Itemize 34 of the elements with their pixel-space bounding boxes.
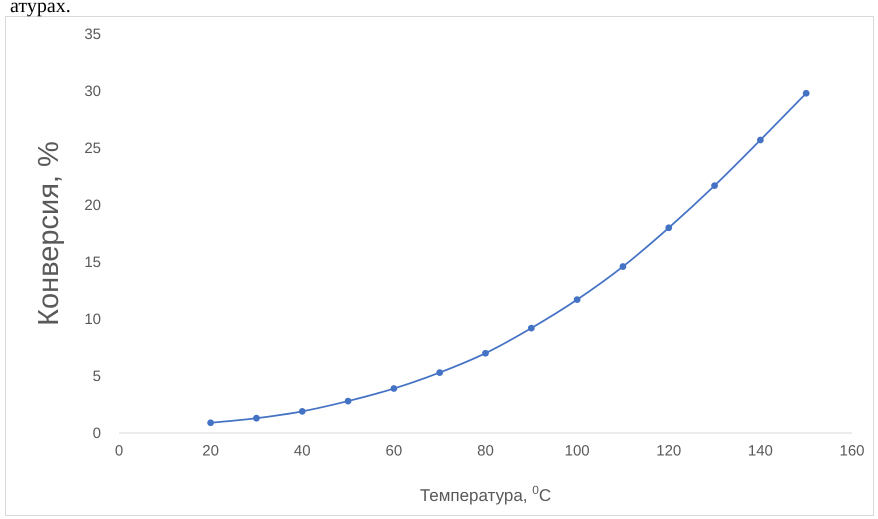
point [756,136,764,144]
y-tick-label: 20 [84,196,101,214]
x-axis-title: Температура, $^{0}$C [420,483,552,505]
point [436,369,444,376]
y-tick-label: 35 [84,26,101,43]
x-tick-label: 120 [656,442,682,460]
x-tick-label: 160 [839,442,865,460]
point [665,224,672,232]
y-tick-label: 5 [92,368,101,385]
x-tick-label: 20 [202,442,219,460]
point [390,385,398,392]
point [298,408,306,415]
x-tick-label: 80 [477,442,494,460]
x-tick-label: 60 [386,442,402,460]
x-tick-label: 40 [294,442,311,460]
y-tick-label: 15 [84,254,101,271]
point [528,324,535,332]
x-tick-label: 100 [564,442,590,460]
point [344,398,352,404]
y-axis-title: Конверсия, % [33,141,65,326]
y-tick-label: 30 [84,82,101,100]
y-tick-label: 10 [84,310,101,328]
y-tick-label: 25 [84,140,101,157]
point [207,419,214,426]
point [482,350,489,357]
point [253,414,260,422]
x-tick-label: 140 [748,442,773,460]
text: атурах. [10,0,71,17]
point [802,90,810,97]
point [574,296,581,303]
x-tick-label: 0 [114,442,124,460]
point [620,263,626,270]
point [711,182,718,189]
y-tick-label: 0 [92,424,101,442]
